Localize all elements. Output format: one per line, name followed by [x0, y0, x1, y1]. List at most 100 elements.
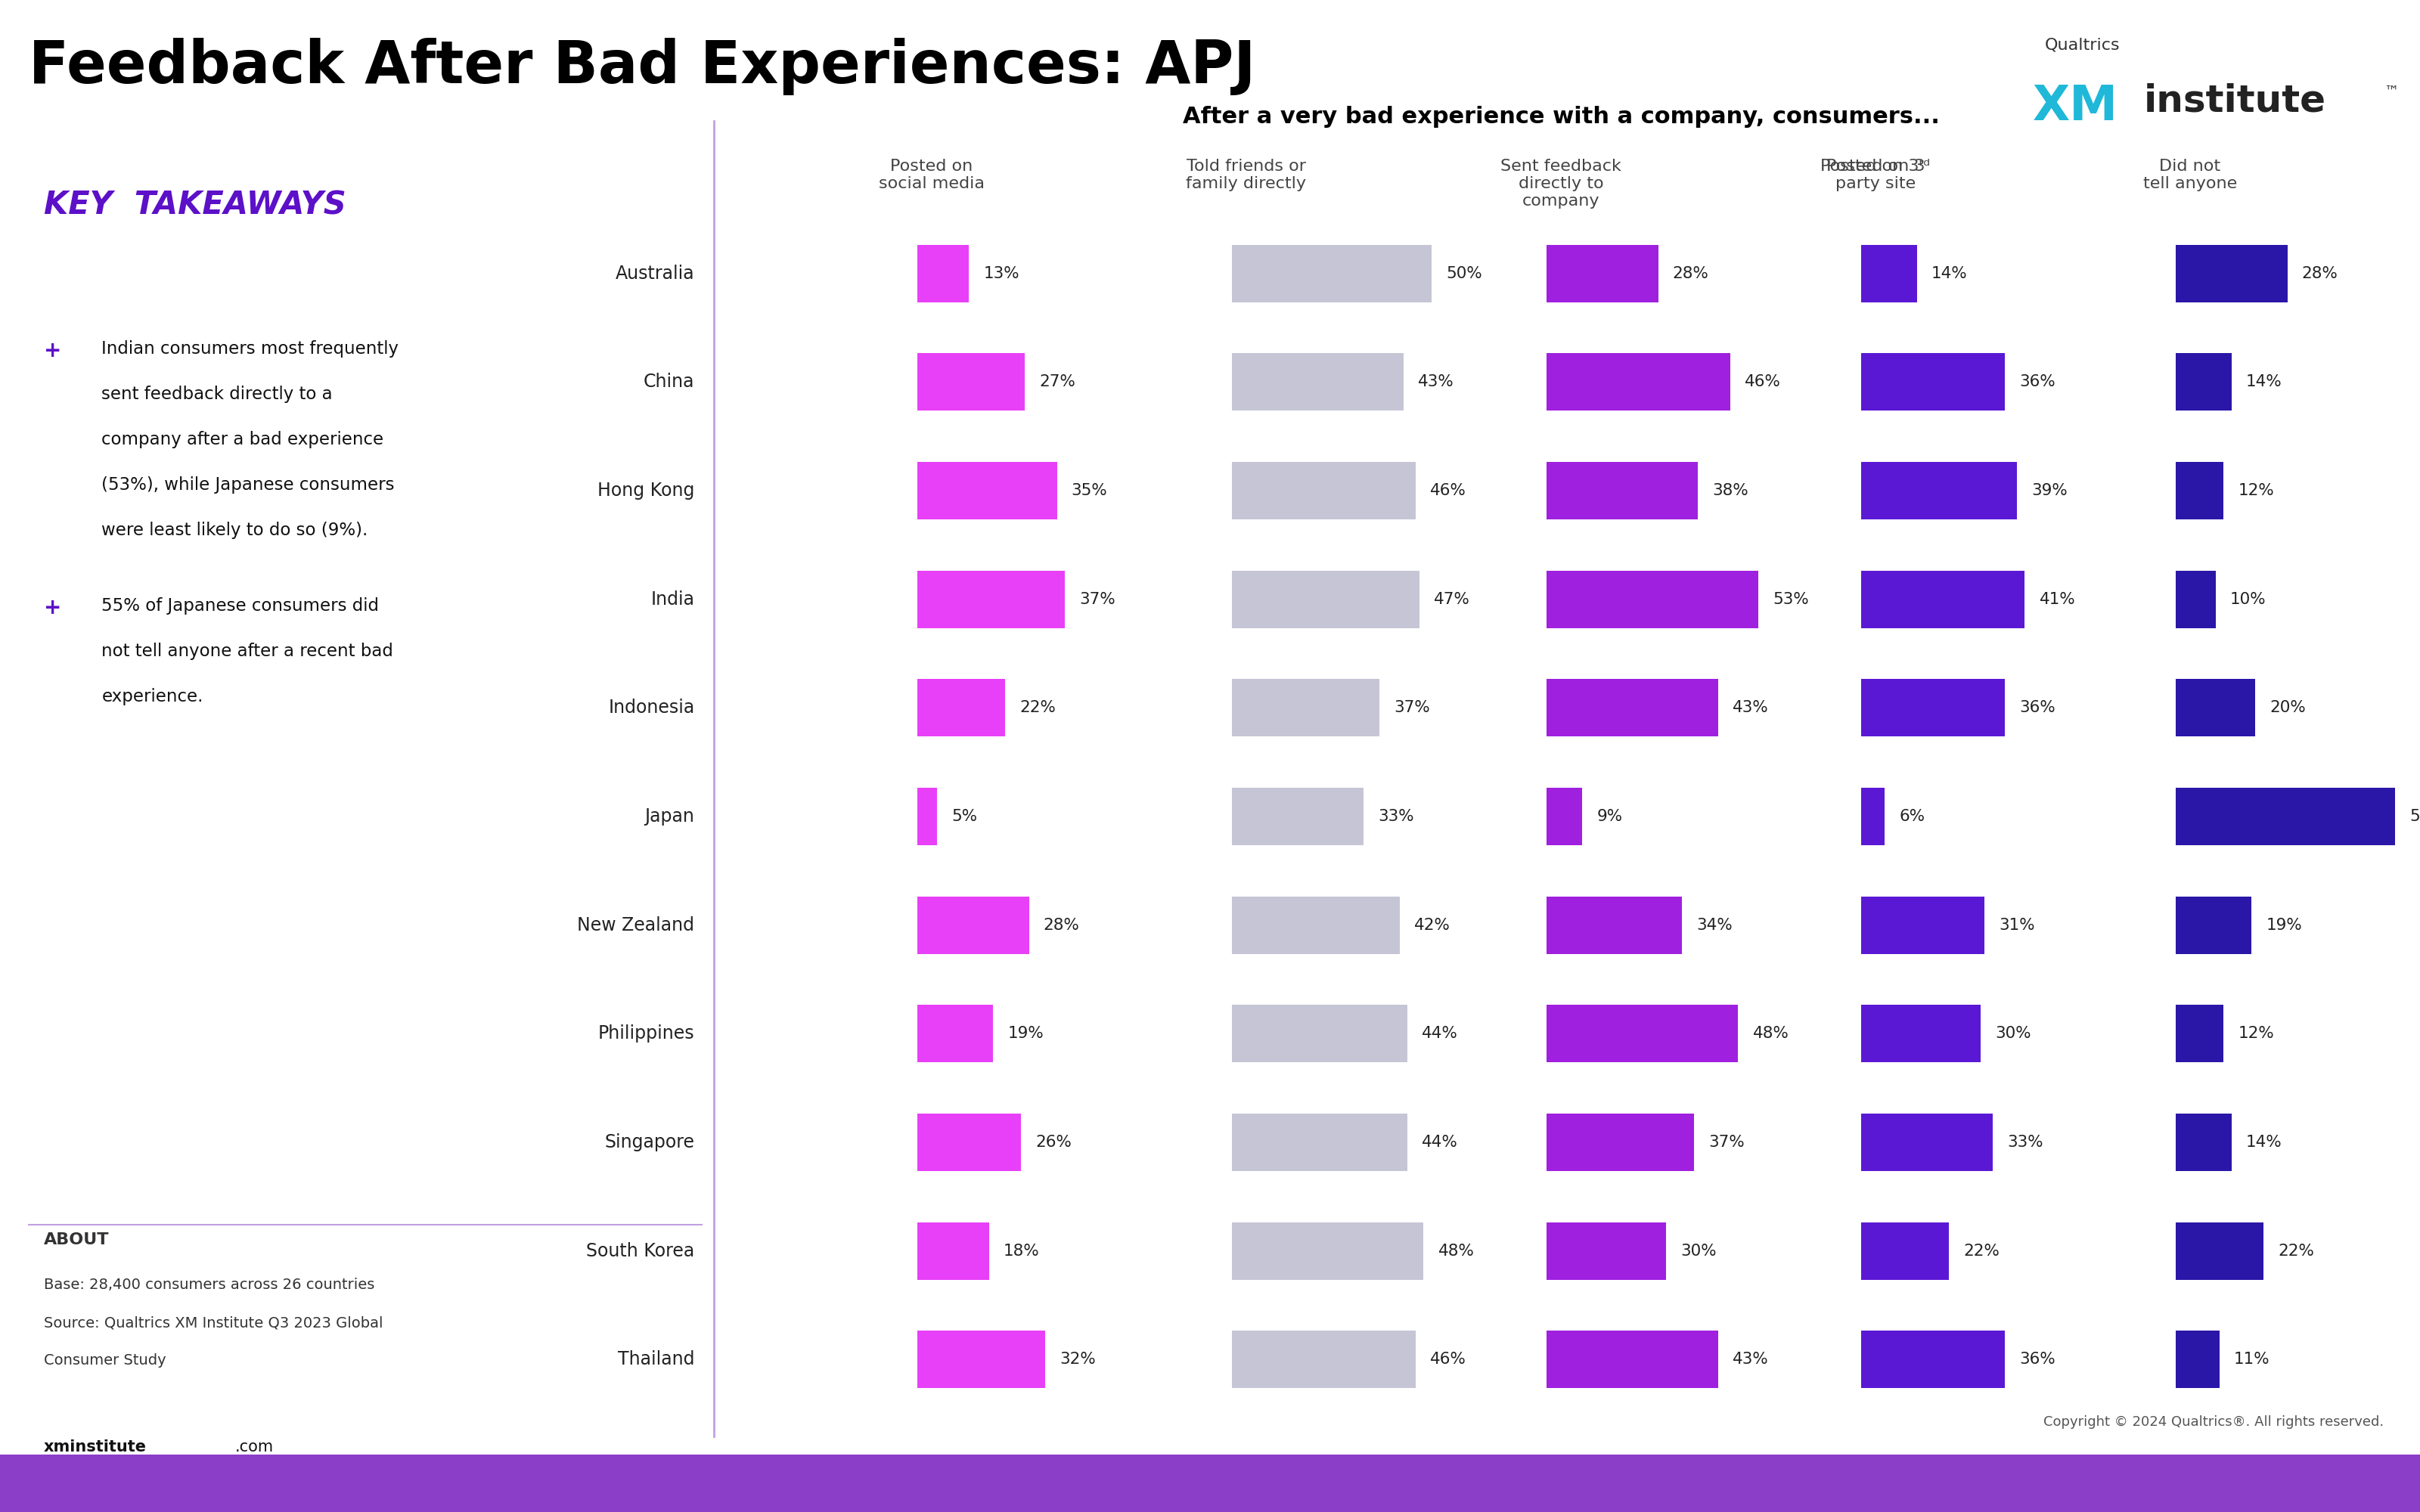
FancyBboxPatch shape [1232, 354, 1404, 411]
FancyBboxPatch shape [2176, 897, 2251, 954]
FancyBboxPatch shape [2176, 245, 2287, 302]
FancyBboxPatch shape [2176, 1113, 2231, 1170]
FancyBboxPatch shape [917, 354, 1026, 411]
FancyBboxPatch shape [1232, 679, 1379, 736]
Text: Qualtrics: Qualtrics [2045, 38, 2120, 53]
Text: 37%: 37% [1709, 1134, 1745, 1149]
Text: 27%: 27% [1041, 375, 1077, 390]
FancyBboxPatch shape [1232, 788, 1362, 845]
Text: (53%), while Japanese consumers: (53%), while Japanese consumers [102, 476, 394, 493]
FancyBboxPatch shape [2176, 679, 2255, 736]
Text: 30%: 30% [1679, 1243, 1716, 1258]
FancyBboxPatch shape [1546, 1113, 1694, 1170]
Text: India: India [651, 590, 695, 608]
FancyBboxPatch shape [1232, 1331, 1416, 1388]
FancyBboxPatch shape [2176, 1222, 2263, 1279]
FancyBboxPatch shape [1861, 245, 1917, 302]
Text: KEY  TAKEAWAYS: KEY TAKEAWAYS [44, 189, 346, 221]
Text: China: China [644, 373, 695, 392]
Text: 34%: 34% [1696, 918, 1733, 933]
Text: 22%: 22% [1019, 700, 1055, 715]
Text: Source: Qualtrics XM Institute Q3 2023 Global: Source: Qualtrics XM Institute Q3 2023 G… [44, 1315, 382, 1331]
FancyBboxPatch shape [0, 1455, 2420, 1512]
Text: Posted on 3ʳᵈ
party site: Posted on 3ʳᵈ party site [1820, 159, 1931, 192]
Text: 19%: 19% [2265, 918, 2301, 933]
Text: +: + [44, 340, 60, 361]
Text: were least likely to do so (9%).: were least likely to do so (9%). [102, 522, 368, 540]
Text: ABOUT: ABOUT [44, 1232, 109, 1247]
Text: Sent feedback
directly to
company: Sent feedback directly to company [1500, 159, 1621, 209]
Text: Indian consumers most frequently: Indian consumers most frequently [102, 340, 399, 357]
Text: Consumer Study: Consumer Study [44, 1353, 167, 1367]
Text: After a very bad experience with a company, consumers...: After a very bad experience with a compa… [1183, 106, 1938, 129]
Text: 47%: 47% [1435, 591, 1471, 606]
FancyBboxPatch shape [1232, 897, 1399, 954]
FancyBboxPatch shape [1232, 1113, 1408, 1170]
Text: 46%: 46% [1745, 375, 1781, 390]
Text: 36%: 36% [2018, 700, 2055, 715]
Text: 36%: 36% [2018, 1352, 2055, 1367]
FancyBboxPatch shape [1861, 679, 2004, 736]
FancyBboxPatch shape [917, 1113, 1021, 1170]
FancyBboxPatch shape [1546, 1331, 1718, 1388]
Text: Thailand: Thailand [617, 1350, 695, 1368]
Text: 22%: 22% [2277, 1243, 2314, 1258]
Text: 28%: 28% [2301, 266, 2338, 281]
Text: 37%: 37% [1079, 591, 1116, 606]
Text: 36%: 36% [2018, 375, 2055, 390]
FancyBboxPatch shape [1861, 1005, 1980, 1063]
FancyBboxPatch shape [917, 679, 1004, 736]
FancyBboxPatch shape [1546, 1005, 1738, 1063]
FancyBboxPatch shape [917, 463, 1058, 520]
Text: 41%: 41% [2040, 591, 2076, 606]
Text: 33%: 33% [2006, 1134, 2042, 1149]
Text: 44%: 44% [1423, 1134, 1459, 1149]
FancyBboxPatch shape [917, 570, 1065, 627]
Text: 26%: 26% [1036, 1134, 1072, 1149]
Text: 6%: 6% [1900, 809, 1926, 824]
Text: 14%: 14% [2246, 375, 2282, 390]
Text: xminstitute: xminstitute [44, 1439, 145, 1455]
Text: 28%: 28% [1043, 918, 1079, 933]
Text: 35%: 35% [1072, 484, 1108, 499]
Text: Posted on
social media: Posted on social media [878, 159, 985, 192]
FancyBboxPatch shape [1861, 1222, 1948, 1279]
Text: 32%: 32% [1060, 1352, 1096, 1367]
FancyBboxPatch shape [2176, 463, 2224, 520]
FancyBboxPatch shape [1546, 1222, 1665, 1279]
Text: 12%: 12% [2238, 484, 2275, 499]
Text: not tell anyone after a recent bad: not tell anyone after a recent bad [102, 643, 394, 659]
FancyBboxPatch shape [917, 1222, 990, 1279]
FancyBboxPatch shape [917, 1331, 1045, 1388]
Text: 31%: 31% [1999, 918, 2035, 933]
FancyBboxPatch shape [1546, 788, 1583, 845]
Text: experience.: experience. [102, 688, 203, 706]
FancyBboxPatch shape [1546, 679, 1718, 736]
FancyBboxPatch shape [1232, 463, 1416, 520]
Text: 18%: 18% [1004, 1243, 1041, 1258]
FancyBboxPatch shape [917, 1005, 992, 1063]
Text: Singapore: Singapore [605, 1132, 695, 1151]
FancyBboxPatch shape [1546, 354, 1730, 411]
Text: 46%: 46% [1430, 1352, 1467, 1367]
Text: 37%: 37% [1394, 700, 1430, 715]
Text: 50%: 50% [1447, 266, 1481, 281]
Text: 28%: 28% [1672, 266, 1709, 281]
Text: 43%: 43% [1418, 375, 1454, 390]
Text: Feedback After Bad Experiences: APJ: Feedback After Bad Experiences: APJ [29, 38, 1256, 95]
FancyBboxPatch shape [1232, 1222, 1423, 1279]
Text: 33%: 33% [1377, 809, 1413, 824]
FancyBboxPatch shape [917, 788, 937, 845]
Text: South Korea: South Korea [586, 1241, 695, 1259]
Text: XM: XM [2033, 83, 2118, 130]
Text: Copyright © 2024 Qualtrics®. All rights reserved.: Copyright © 2024 Qualtrics®. All rights … [2042, 1415, 2384, 1429]
Text: 20%: 20% [2270, 700, 2306, 715]
FancyBboxPatch shape [2176, 1331, 2219, 1388]
Text: 10%: 10% [2231, 591, 2265, 606]
Text: 22%: 22% [1963, 1243, 1999, 1258]
Text: ™: ™ [2384, 85, 2398, 100]
Text: 13%: 13% [983, 266, 1019, 281]
FancyBboxPatch shape [1861, 1113, 1992, 1170]
Text: +: + [44, 597, 60, 618]
Text: 9%: 9% [1597, 809, 1624, 824]
